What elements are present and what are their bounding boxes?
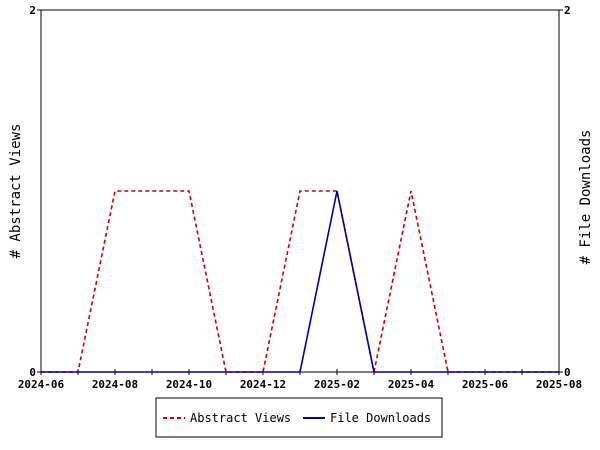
y-axis-right-title: # File Downloads <box>578 130 594 265</box>
x-tick-label: 2024-12 <box>240 378 286 391</box>
x-tick-label: 2025-04 <box>388 378 435 391</box>
series-line-file-downloads <box>41 190 559 373</box>
series-line-abstract-views <box>41 190 559 373</box>
x-tick-label: 2024-06 <box>18 378 65 391</box>
series-layer <box>41 190 559 373</box>
x-tick-label: 2025-06 <box>462 378 509 391</box>
legend-label-file-downloads: File Downloads <box>330 411 431 425</box>
axis-ticks: 2024-06 2024-08 2024-10 2024-12 2025-02 2025-… <box>18 4 582 391</box>
y-left-tick-label: 0 <box>29 366 36 379</box>
legend-label-abstract-views: Abstract Views <box>190 411 291 425</box>
legend: Abstract Views File Downloads <box>155 397 443 438</box>
x-tick-label: 2025-02 <box>314 378 360 391</box>
y-right-tick-label: 2 <box>564 4 571 17</box>
y-right-tick-label: 0 <box>564 366 571 379</box>
x-tick-label: 2024-10 <box>166 378 212 391</box>
legend-box <box>155 397 443 438</box>
y-axis-left-title: # Abstract Views <box>8 124 24 259</box>
x-tick-label: 2025-08 <box>536 378 582 391</box>
x-tick-label: 2024-08 <box>92 378 138 391</box>
y-left-tick-label: 2 <box>29 4 36 17</box>
